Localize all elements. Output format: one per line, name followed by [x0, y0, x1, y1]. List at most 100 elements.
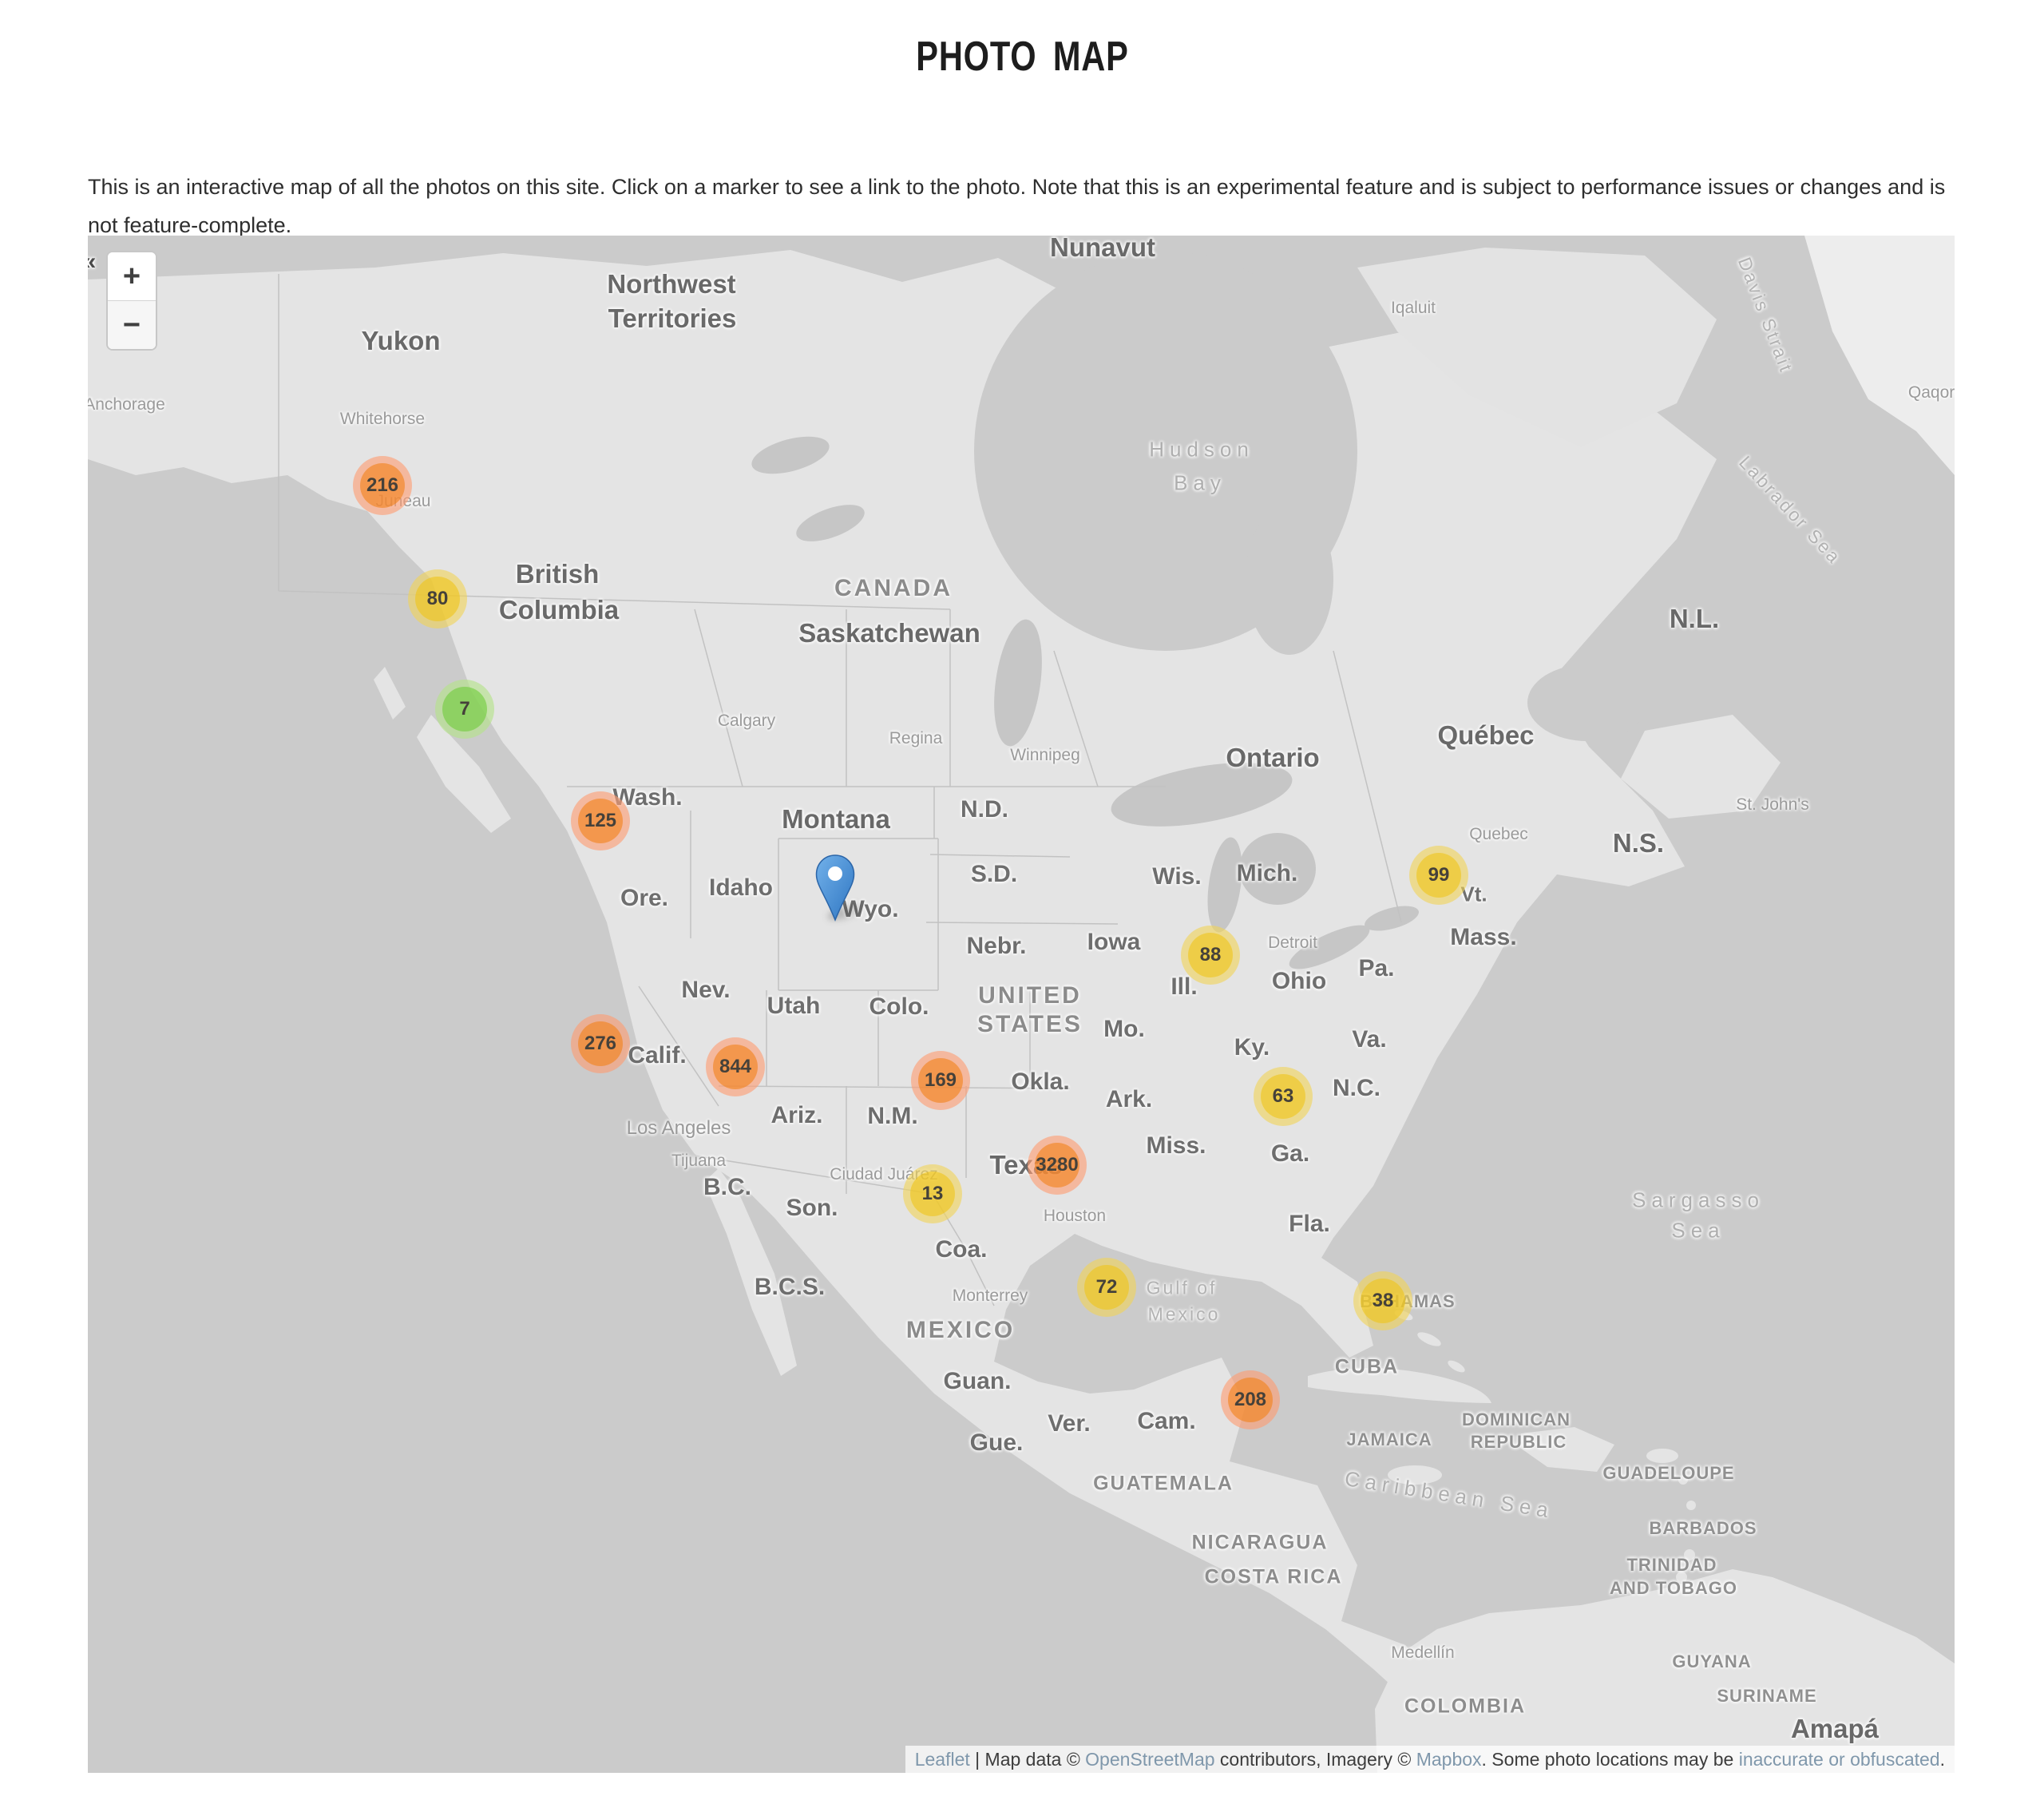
map-label: TRINIDAD: [1626, 1555, 1717, 1575]
attribution-link[interactable]: inaccurate or obfuscated: [1738, 1749, 1940, 1770]
map-label: Mexico: [1147, 1303, 1221, 1325]
photo-cluster-marker[interactable]: 125: [571, 791, 630, 850]
map-label: Territories: [608, 303, 737, 333]
map-label: Coa.: [935, 1236, 988, 1263]
map-label: Iowa: [1087, 929, 1141, 955]
map-attribution: Leaflet | Map data © OpenStreetMap contr…: [905, 1746, 1955, 1773]
map-label: NICARAGUA: [1191, 1531, 1329, 1554]
map-label: Northwest: [607, 269, 736, 299]
map-label: GUADELOUPE: [1602, 1463, 1735, 1483]
photo-cluster-marker[interactable]: 169: [911, 1051, 970, 1110]
map-label: Iqaluit: [1390, 299, 1436, 317]
map-label: Ohio: [1271, 968, 1327, 994]
attribution-link[interactable]: Leaflet: [914, 1749, 970, 1770]
map-label: BARBADOS: [1649, 1518, 1757, 1538]
map-label: Detroit: [1268, 934, 1317, 952]
map-label: Colo.: [869, 993, 929, 1020]
photo-cluster-marker[interactable]: 88: [1181, 926, 1240, 985]
map-label: Mass.: [1450, 924, 1517, 950]
photo-cluster-marker[interactable]: 13: [903, 1164, 962, 1223]
map-label: Nev.: [681, 977, 731, 1003]
photo-cluster-marker[interactable]: 99: [1409, 846, 1468, 905]
map-label: Saskatchewan: [798, 618, 980, 648]
map-label: Ky.: [1234, 1034, 1270, 1061]
photo-cluster-marker[interactable]: 844: [706, 1037, 765, 1096]
cluster-count: 88: [1188, 933, 1233, 977]
map-label: Gue.: [969, 1429, 1024, 1456]
photo-cluster-marker[interactable]: 7: [435, 680, 494, 739]
map-label: N.M.: [867, 1103, 918, 1129]
zoom-in-button[interactable]: +: [108, 252, 156, 300]
map-label: Ore.: [620, 885, 669, 911]
map-label: Whitehorse: [339, 410, 426, 428]
photo-cluster-marker[interactable]: 3280: [1028, 1136, 1087, 1195]
photo-cluster-marker[interactable]: 80: [408, 569, 467, 628]
zoom-control: + −: [106, 251, 157, 351]
map-label: Wyo.: [842, 896, 899, 922]
photo-cluster-marker[interactable]: 208: [1221, 1370, 1280, 1429]
map-label: Wis.: [1152, 863, 1202, 890]
map-label: Ontario: [1226, 743, 1320, 772]
map-label: Utah: [766, 993, 821, 1019]
map-label: MEXICO: [905, 1317, 1016, 1343]
cluster-count: 38: [1361, 1279, 1405, 1323]
map-label: Son.: [786, 1195, 838, 1221]
pin-icon: [815, 854, 855, 922]
cluster-count: 7: [442, 687, 487, 731]
photo-cluster-marker[interactable]: 216: [353, 456, 412, 515]
cluster-count: 99: [1416, 853, 1461, 898]
attribution-link[interactable]: Mapbox: [1416, 1749, 1482, 1770]
map-label: Guan.: [943, 1368, 1012, 1394]
map-label: Okla.: [1011, 1069, 1070, 1095]
map-label: UNITED: [978, 982, 1082, 1009]
map-label: Winnipeg: [1010, 746, 1080, 764]
page-description: This is an interactive map of all the ph…: [88, 175, 1946, 237]
photo-cluster-marker[interactable]: 38: [1353, 1271, 1412, 1330]
map-label: Montana: [782, 804, 890, 834]
map-label: Gulf of: [1146, 1277, 1218, 1298]
photo-pin-marker[interactable]: [815, 854, 865, 924]
map-label: AND TOBAGO: [1610, 1578, 1737, 1598]
map-label: Ver.: [1048, 1410, 1091, 1437]
map-label: Qaqort: [1907, 383, 1955, 402]
map-label: Columbia: [498, 595, 620, 624]
map-label: Cam.: [1137, 1408, 1196, 1434]
map-label: Québec: [1437, 720, 1535, 750]
map-label: British: [515, 559, 600, 589]
attribution-text: |: [969, 1749, 985, 1770]
map-label: Calif.: [628, 1042, 687, 1069]
map-label: N.D.: [961, 796, 1008, 823]
map-label: Nunavut: [1050, 236, 1155, 262]
map-label: Quebec: [1469, 825, 1528, 843]
page-title: PHOTO MAP: [915, 33, 1129, 80]
map-label: B.C.: [703, 1174, 751, 1200]
map-label: REPUBLIC: [1470, 1432, 1567, 1452]
photo-cluster-marker[interactable]: 276: [571, 1014, 630, 1073]
map-label: Ga.: [1270, 1140, 1310, 1167]
map-canvas[interactable]: + − Leaflet | Map data © OpenStreetMap c…: [88, 236, 1955, 1773]
attribution-link[interactable]: OpenStreetMap: [1085, 1749, 1215, 1770]
map-label: GUYANA: [1672, 1651, 1752, 1671]
attribution-text: . Some photo locations may be: [1481, 1749, 1739, 1770]
map-label: Sea: [1671, 1218, 1725, 1243]
map-label: Ark.: [1105, 1086, 1153, 1112]
map-label: STATES: [977, 1011, 1083, 1037]
photo-cluster-marker[interactable]: 63: [1254, 1067, 1313, 1126]
map-label: Nebr.: [966, 933, 1027, 959]
cluster-count: 72: [1084, 1265, 1129, 1310]
map-label: COLOMBIA: [1404, 1695, 1527, 1718]
attribution-text: Map data ©: [984, 1749, 1086, 1770]
map-label: CUBA: [1334, 1355, 1400, 1378]
map-label: COSTA RICA: [1204, 1565, 1343, 1588]
map-label: «: [88, 248, 96, 276]
map-label: Bay: [1174, 470, 1226, 495]
attribution-text: .: [1939, 1749, 1945, 1770]
map-label: Pa.: [1358, 955, 1395, 981]
zoom-out-button[interactable]: −: [108, 300, 156, 349]
cluster-count: 208: [1228, 1378, 1273, 1422]
map-label: Ariz.: [770, 1102, 823, 1128]
map-label: St. John's: [1736, 795, 1809, 814]
cluster-count: 169: [918, 1058, 963, 1103]
photo-cluster-marker[interactable]: 72: [1077, 1258, 1136, 1317]
map-label: Mich.: [1236, 860, 1298, 886]
